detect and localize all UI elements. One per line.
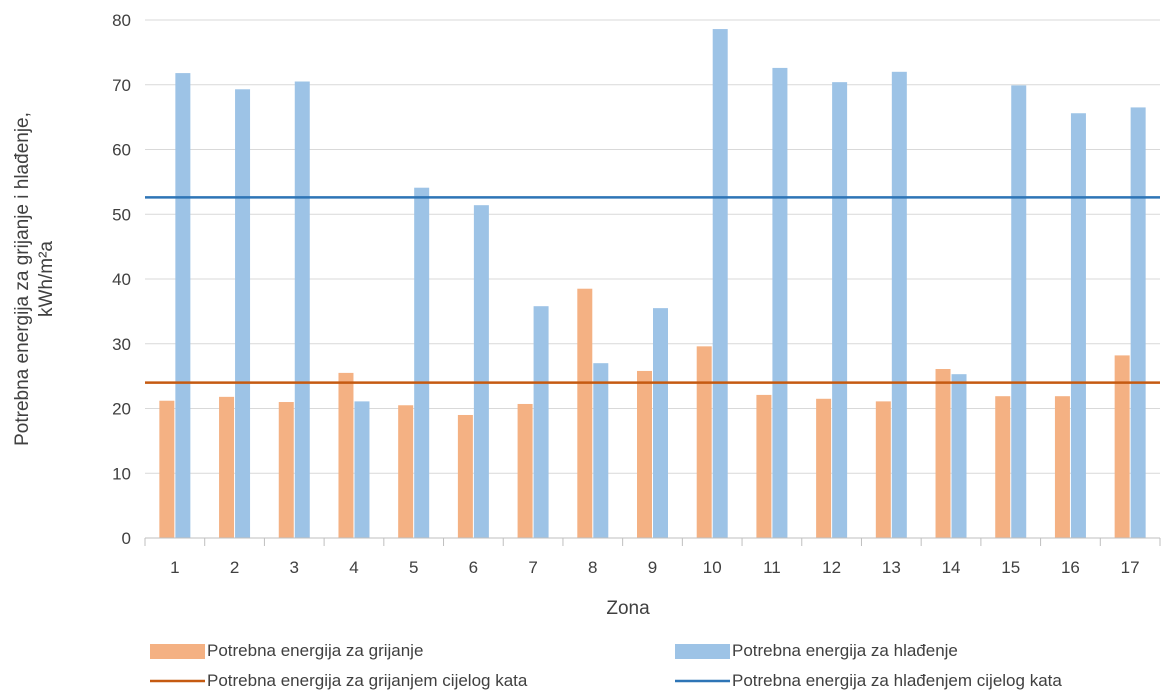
x-tick-label: 13 — [882, 558, 901, 577]
bar-hladenje-zona-11 — [772, 67, 788, 538]
x-tick-label: 6 — [469, 558, 478, 577]
bar-hladenje-zona-10 — [712, 29, 728, 538]
legend: Potrebna energija za grijanje Potrebna en… — [150, 641, 1062, 690]
x-tick-label: 15 — [1001, 558, 1020, 577]
bar-grijanje-zona-13 — [875, 401, 891, 538]
bar-grijanje-zona-3 — [278, 402, 294, 538]
bar-grijanje-zona-4 — [338, 372, 354, 538]
bar-grijanje-zona-2 — [219, 396, 235, 538]
bar-hladenje-zona-6 — [473, 205, 489, 538]
legend-swatch — [675, 644, 730, 659]
x-tick-label: 8 — [588, 558, 597, 577]
bar-hladenje-zona-9 — [653, 308, 668, 538]
x-tick-label: 1 — [170, 558, 179, 577]
y-tick-label: 80 — [112, 11, 131, 30]
bar-hladenje-zona-3 — [294, 81, 310, 538]
bar-grijanje-zona-8 — [577, 288, 593, 538]
bar-hladenje-zona-16 — [1070, 113, 1086, 539]
reference-lines — [145, 196, 1160, 384]
bar-hladenje-zona-14 — [951, 374, 967, 538]
x-tick-label: 3 — [290, 558, 299, 577]
bar-grijanje-zona-1 — [159, 400, 175, 538]
bar-grijanje-zona-15 — [995, 396, 1011, 538]
legend-label: Potrebna energija za hlađenje — [732, 641, 958, 660]
gridlines — [145, 19, 1160, 474]
bar-hladenje-zona-15 — [1011, 85, 1027, 539]
x-tick-label: 11 — [763, 558, 781, 577]
x-tick-label: 12 — [822, 558, 841, 577]
x-tick-label: 17 — [1121, 558, 1140, 577]
bar-hladenje-zona-4 — [354, 401, 370, 538]
axes — [144, 537, 1161, 546]
x-tick-labels: 1 2 3 4 5 6 7 8 9 10 11 12 13 14 15 16 17 — [170, 558, 1139, 577]
x-tick-label: 16 — [1061, 558, 1080, 577]
x-tick-label: 9 — [648, 558, 657, 577]
bar-hladenje-zona-8 — [593, 363, 609, 538]
bar-grijanje-zona-17 — [1114, 355, 1130, 538]
y-axis-title-line1: Potrebna energija za grijanje i hlađenje… — [12, 112, 33, 446]
legend-label: Potrebna energija za grijanje — [207, 641, 423, 660]
y-tick-label: 30 — [112, 335, 131, 354]
x-tick-label: 10 — [703, 558, 722, 577]
y-tick-label: 20 — [112, 400, 131, 419]
bar-hladenje-zona-17 — [1130, 107, 1146, 538]
y-tick-label: 10 — [112, 464, 131, 483]
x-tick-label: 4 — [349, 558, 358, 577]
bar-hladenje-zona-5 — [414, 187, 430, 538]
x-tick-label: 7 — [528, 558, 537, 577]
y-tick-label: 50 — [112, 205, 131, 224]
x-axis-title: Zona — [606, 598, 650, 619]
bar-grijanje-zona-16 — [1054, 396, 1070, 538]
bar-grijanje-zona-12 — [816, 398, 832, 538]
bar-grijanje-zona-7 — [517, 403, 533, 538]
y-tick-label: 70 — [112, 76, 131, 95]
y-tick-label: 0 — [122, 529, 131, 548]
x-tick-label: 14 — [942, 558, 961, 577]
bars — [159, 29, 1146, 539]
y-axis-title-line2: kWh/m²a — [36, 241, 57, 317]
bar-hladenje-zona-12 — [832, 82, 848, 538]
bar-hladenje-zona-1 — [175, 73, 191, 538]
bar-hladenje-zona-2 — [235, 89, 251, 538]
x-tick-label: 5 — [409, 558, 418, 577]
x-tick-label: 2 — [230, 558, 239, 577]
bar-grijanje-zona-11 — [756, 394, 772, 538]
legend-swatch — [150, 644, 205, 659]
bar-grijanje-zona-14 — [935, 369, 951, 538]
y-tick-label: 60 — [112, 141, 131, 160]
bar-grijanje-zona-5 — [398, 405, 414, 538]
y-tick-label: 40 — [112, 270, 131, 289]
bar-hladenje-zona-7 — [533, 306, 549, 538]
bar-grijanje-zona-9 — [637, 370, 652, 538]
bar-hladenje-zona-13 — [891, 71, 907, 539]
y-tick-labels: 0 10 20 30 40 50 60 70 80 — [112, 11, 131, 548]
legend-label: Potrebna energija za hlađenjem cijelog k… — [732, 671, 1062, 690]
legend-label: Potrebna energija za grijanjem cijelog k… — [207, 671, 528, 690]
bar-grijanje-zona-10 — [696, 346, 712, 538]
bar-grijanje-zona-6 — [457, 414, 473, 538]
